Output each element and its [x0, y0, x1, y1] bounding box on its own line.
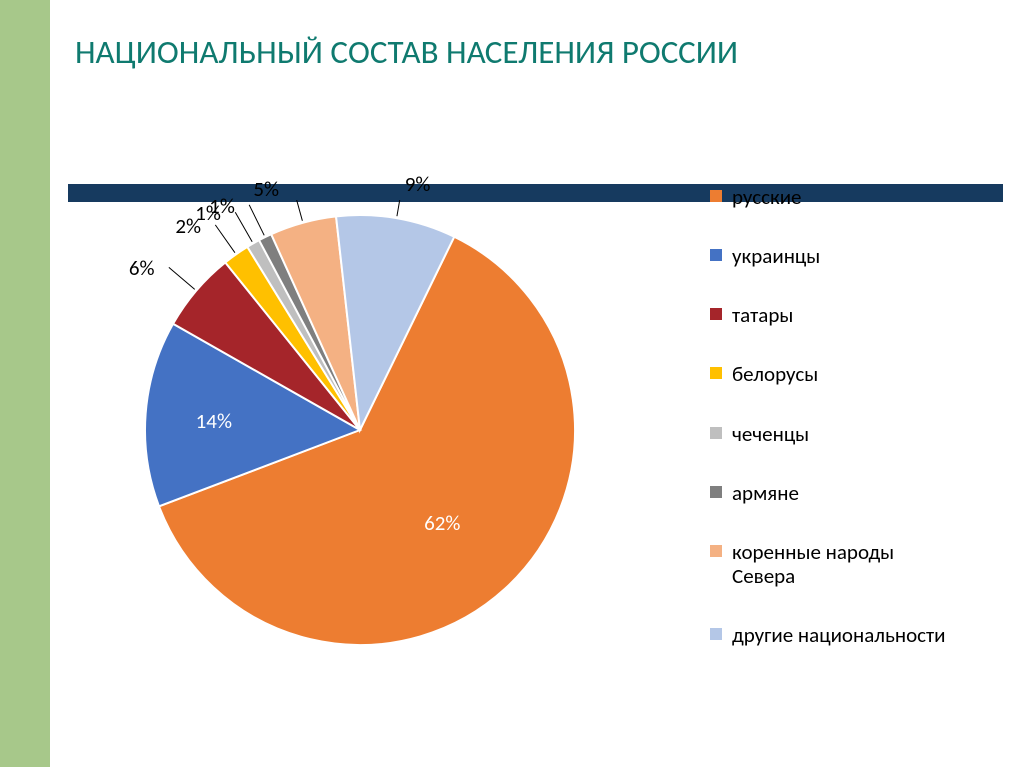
legend-item: украинцы [710, 244, 990, 268]
legend-item: чеченцы [710, 422, 990, 446]
pie-chart: 62%14%6%2%1%1%5%9% [70, 200, 690, 680]
legend-swatch [710, 308, 722, 320]
legend-label: армяне [732, 481, 799, 505]
legend-swatch [710, 367, 722, 379]
leader-line [169, 267, 195, 289]
legend-label: русские [732, 185, 802, 209]
legend-label: другие национальности [732, 623, 946, 647]
legend-label: коренные народы Севера [732, 540, 962, 588]
legend-swatch [710, 190, 722, 202]
pct-label: 9% [405, 171, 431, 197]
pie-svg [70, 200, 690, 680]
legend-label: чеченцы [732, 422, 809, 446]
left-accent-bar [0, 0, 50, 767]
legend-swatch [710, 628, 722, 640]
leader-line [249, 205, 264, 236]
legend-item: русские [710, 185, 990, 209]
legend: русские украинцы татары белорусы чеченцы армя… [710, 185, 990, 682]
legend-item: татары [710, 303, 990, 327]
legend-item: другие национальности [710, 623, 990, 647]
leader-line [235, 212, 252, 242]
pct-label: 14% [196, 408, 232, 434]
legend-label: украинцы [732, 244, 820, 268]
leader-line [215, 225, 235, 253]
legend-label: белорусы [732, 362, 818, 386]
pct-label: 6% [129, 255, 155, 281]
legend-label: татары [732, 303, 793, 327]
slide: НАЦИОНАЛЬНЫЙ СОСТАВ НАСЕЛЕНИЯ РОССИИ 62%… [0, 0, 1024, 767]
pct-label: 5% [253, 176, 279, 202]
legend-item: белорусы [710, 362, 990, 386]
legend-swatch [710, 545, 722, 557]
slide-title: НАЦИОНАЛЬНЫЙ СОСТАВ НАСЕЛЕНИЯ РОССИИ [75, 34, 775, 72]
legend-swatch [710, 486, 722, 498]
leader-line [397, 200, 403, 216]
pct-label: 62% [424, 510, 460, 536]
legend-swatch [710, 249, 722, 261]
pct-label: 1% [209, 193, 235, 219]
leader-line [293, 200, 302, 221]
legend-item: армяне [710, 481, 990, 505]
legend-item: коренные народы Севера [710, 540, 990, 588]
legend-swatch [710, 427, 722, 439]
